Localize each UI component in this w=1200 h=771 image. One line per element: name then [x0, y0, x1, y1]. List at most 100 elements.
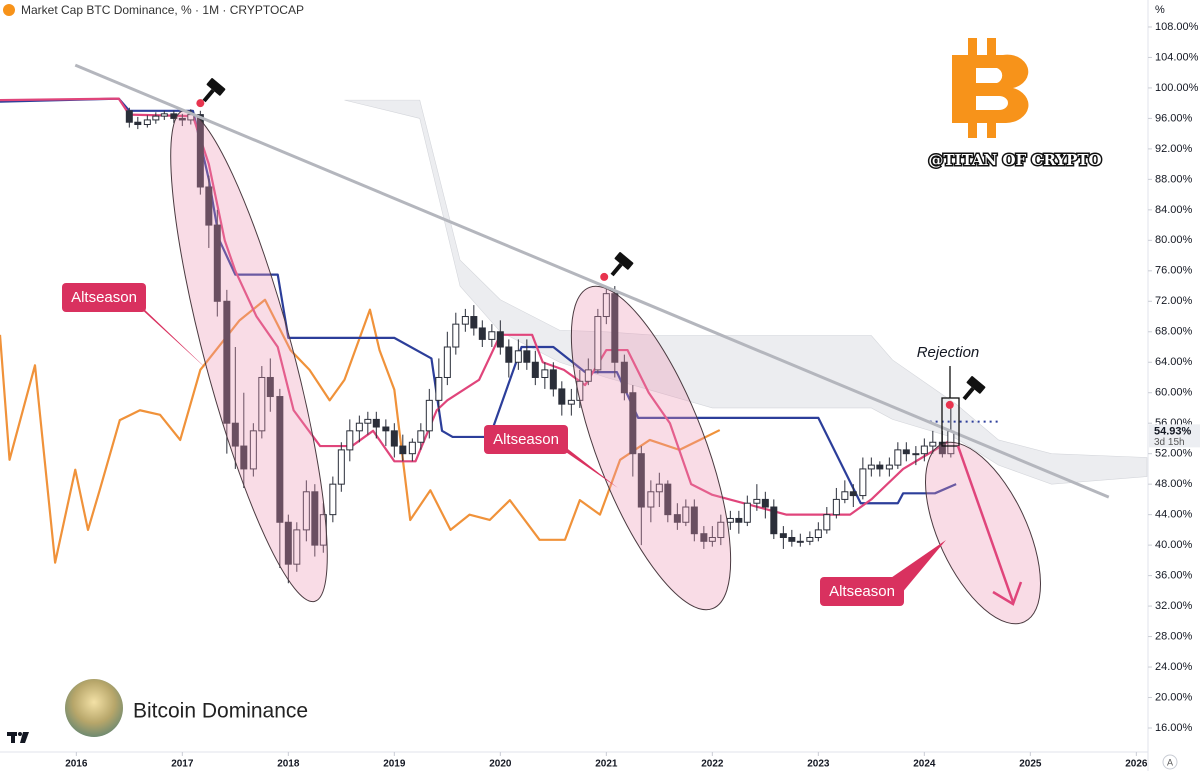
candle-body	[726, 517, 734, 523]
y-tick-label: 36.00%	[1155, 570, 1193, 582]
candle-body	[488, 331, 496, 340]
avatar	[65, 679, 123, 737]
candle-body	[531, 361, 539, 378]
candle-body	[478, 327, 486, 340]
y-tick-label: 80.00%	[1155, 234, 1193, 246]
y-tick-label: 76.00%	[1155, 265, 1193, 277]
trend-arrow	[956, 445, 1023, 606]
x-tick-label: 2026	[1125, 759, 1148, 770]
y-tick-label: 44.00%	[1155, 509, 1193, 521]
candle-body	[258, 376, 266, 432]
candle-body	[912, 453, 920, 456]
candle-body	[629, 392, 637, 455]
scale-button[interactable]	[1162, 754, 1178, 770]
tradingview-logo	[7, 732, 29, 743]
chart-title: Market Cap BTC Dominance, % · 1M · CRYPT…	[21, 3, 304, 17]
candle-body	[390, 430, 398, 447]
x-tick-label: 2019	[383, 759, 406, 770]
candle-body	[302, 491, 310, 531]
candle-body	[832, 498, 840, 516]
candle-body	[558, 388, 566, 405]
symbol-icon	[3, 4, 15, 16]
x-tick-label: 2023	[807, 759, 830, 770]
y-tick-label: 60.00%	[1155, 387, 1193, 399]
candle-body	[452, 323, 460, 348]
candle-body	[205, 186, 213, 226]
candle-body	[443, 346, 451, 378]
candle-body	[620, 361, 628, 394]
caption: Bitcoin Dominance	[133, 700, 308, 723]
candle-body	[690, 506, 698, 535]
candle-body	[637, 453, 645, 508]
callout-label: Altseason	[493, 431, 559, 448]
ellipse	[170, 109, 328, 603]
y-tick-label: 20.00%	[1155, 691, 1193, 703]
line	[0, 97, 952, 516]
candle-body	[293, 529, 301, 565]
candle-body	[514, 350, 522, 363]
candle-body	[178, 117, 186, 121]
line	[0, 298, 721, 564]
callout-box	[820, 577, 904, 606]
candle-body	[796, 540, 804, 543]
y-tick-label: 96.00%	[1155, 112, 1193, 124]
candle-body	[920, 445, 928, 455]
y-tick-label: 104.00%	[1155, 51, 1199, 63]
candle-body	[143, 119, 151, 126]
callout-box	[484, 425, 568, 454]
candle-body	[761, 498, 769, 508]
candle-body	[753, 498, 761, 504]
x-tick-label: 2022	[701, 759, 724, 770]
x-tick-label: 2025	[1019, 759, 1042, 770]
axis-unit: %	[1155, 4, 1165, 16]
candle-body	[284, 521, 292, 565]
candle-body	[425, 399, 433, 432]
peak-marker	[600, 272, 609, 281]
candle-body	[885, 464, 893, 470]
candle-body	[496, 331, 504, 348]
y-tick-label: 32.00%	[1155, 600, 1193, 612]
candle-body	[213, 224, 221, 302]
line	[74, 63, 1110, 499]
candle-body	[743, 502, 751, 523]
candle-body	[417, 430, 425, 443]
x-tick-label: 2017	[171, 759, 194, 770]
candle-body	[372, 418, 380, 428]
callout-box	[62, 283, 146, 312]
candle-body	[779, 533, 787, 539]
price-countdown: 3d 15h	[1154, 437, 1185, 448]
candle-body	[788, 537, 796, 542]
y-tick-label: 84.00%	[1155, 204, 1193, 216]
y-tick-label: 64.00%	[1155, 356, 1193, 368]
price-tag	[1149, 424, 1200, 448]
overlay: Altseason Altseason Altseason	[62, 63, 1110, 606]
scale-button-label[interactable]: A	[1167, 757, 1173, 767]
y-tick-label: 40.00%	[1155, 539, 1193, 551]
candle-body	[567, 399, 575, 405]
annotation: Rejection	[917, 344, 980, 361]
x-tick-label: 2024	[913, 759, 936, 770]
candle-body	[337, 449, 345, 485]
candle-body	[647, 491, 655, 508]
candle-body	[770, 506, 778, 535]
y-tick-label: 16.00%	[1155, 722, 1193, 734]
peak-marker	[945, 400, 954, 409]
y-tick-label: 88.00%	[1155, 173, 1193, 185]
highlight-ellipses	[170, 109, 1041, 625]
candle-body	[470, 316, 478, 329]
candle-body	[329, 483, 337, 516]
bitcoin-logo	[952, 38, 1029, 138]
candle-body	[549, 369, 557, 390]
candle-body	[134, 121, 142, 126]
callout: Altseason	[62, 283, 210, 372]
candle-body	[823, 514, 831, 531]
candle-body	[231, 422, 239, 447]
candle-body	[125, 110, 133, 123]
candle-body	[655, 483, 663, 493]
candle-body	[700, 533, 708, 542]
candle-body	[160, 113, 168, 117]
callout: Altseason	[484, 425, 618, 488]
candle-body	[849, 491, 857, 497]
y-tick-label: 24.00%	[1155, 661, 1193, 673]
